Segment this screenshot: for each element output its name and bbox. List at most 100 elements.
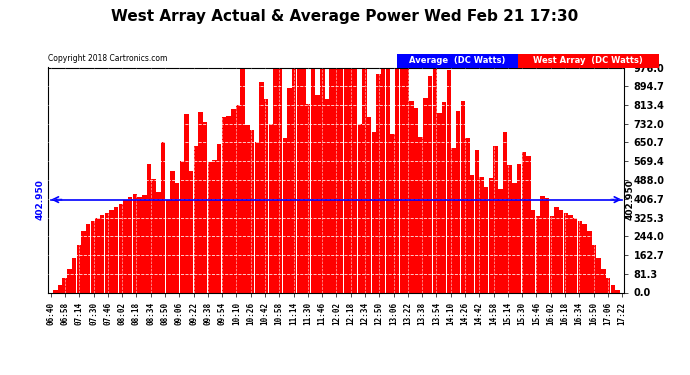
Bar (114, 207, 119, 292)
Bar (615, 290, 620, 292)
Bar (189, 171, 193, 292)
Bar (320, 69, 324, 292)
Bar (95, 218, 100, 292)
Text: 402.950: 402.950 (36, 179, 45, 220)
Bar (433, 68, 437, 292)
Bar (236, 105, 240, 292)
Bar (63, 278, 67, 292)
Bar (203, 122, 208, 292)
Bar (217, 144, 221, 292)
Bar (512, 183, 517, 292)
Bar (184, 114, 188, 292)
Bar (86, 224, 90, 292)
Bar (339, 68, 344, 292)
Bar (245, 125, 250, 292)
Bar (470, 175, 475, 292)
Bar (81, 231, 86, 292)
Bar (484, 187, 489, 292)
Bar (592, 246, 596, 292)
Bar (306, 104, 310, 292)
Bar (493, 146, 498, 292)
Bar (564, 213, 568, 292)
Bar (221, 117, 226, 292)
Bar (437, 113, 442, 292)
Bar (77, 246, 81, 292)
Bar (278, 68, 282, 292)
Bar (386, 68, 390, 292)
Bar (451, 148, 455, 292)
Bar (152, 178, 156, 292)
Bar (535, 216, 540, 292)
Bar (596, 258, 601, 292)
Bar (503, 132, 507, 292)
Bar (315, 94, 320, 292)
Bar (480, 177, 484, 292)
Bar (58, 285, 62, 292)
Bar (179, 161, 184, 292)
Bar (302, 68, 306, 292)
Bar (287, 88, 292, 292)
Bar (90, 221, 95, 292)
Bar (264, 99, 268, 292)
Bar (348, 68, 353, 292)
Bar (611, 285, 615, 292)
Bar (142, 195, 146, 292)
Text: 402.950: 402.950 (625, 179, 634, 220)
Bar (550, 216, 554, 292)
Bar (489, 177, 493, 292)
Bar (409, 101, 413, 292)
Bar (329, 68, 334, 292)
Bar (231, 109, 235, 292)
Bar (362, 68, 366, 292)
Bar (175, 183, 179, 292)
Bar (376, 74, 381, 292)
Bar (507, 165, 512, 292)
Bar (601, 269, 606, 292)
Bar (259, 82, 264, 292)
Bar (194, 146, 198, 292)
Bar (53, 290, 57, 292)
Bar (461, 101, 465, 292)
Bar (310, 68, 315, 292)
Bar (325, 99, 329, 292)
Bar (606, 278, 610, 292)
Bar (578, 221, 582, 292)
Bar (208, 162, 212, 292)
Bar (400, 68, 404, 292)
Bar (161, 142, 166, 292)
Bar (573, 218, 578, 292)
Bar (587, 231, 591, 292)
Bar (381, 68, 386, 292)
Bar (297, 68, 301, 292)
Bar (526, 156, 531, 292)
Bar (170, 171, 175, 292)
Bar (367, 117, 371, 292)
Text: West Array  (DC Watts): West Array (DC Watts) (533, 57, 643, 66)
Bar (442, 102, 446, 292)
Bar (109, 210, 114, 292)
Bar (465, 138, 470, 292)
Bar (446, 70, 451, 292)
Bar (353, 68, 357, 292)
Bar (418, 137, 423, 292)
Bar (540, 196, 544, 292)
Bar (100, 215, 104, 292)
Bar (517, 164, 521, 292)
Bar (268, 124, 273, 292)
Bar (414, 108, 418, 292)
Bar (357, 124, 362, 292)
Bar (147, 164, 151, 292)
Bar (569, 215, 573, 292)
Bar (545, 198, 549, 292)
Bar (213, 160, 217, 292)
Bar (250, 130, 255, 292)
Bar (456, 111, 460, 292)
Bar (273, 68, 277, 292)
Bar (72, 258, 77, 292)
Bar (559, 210, 564, 292)
Bar (395, 68, 400, 292)
Bar (156, 192, 161, 292)
Bar (226, 116, 231, 292)
Bar (292, 68, 297, 292)
Bar (198, 112, 203, 292)
